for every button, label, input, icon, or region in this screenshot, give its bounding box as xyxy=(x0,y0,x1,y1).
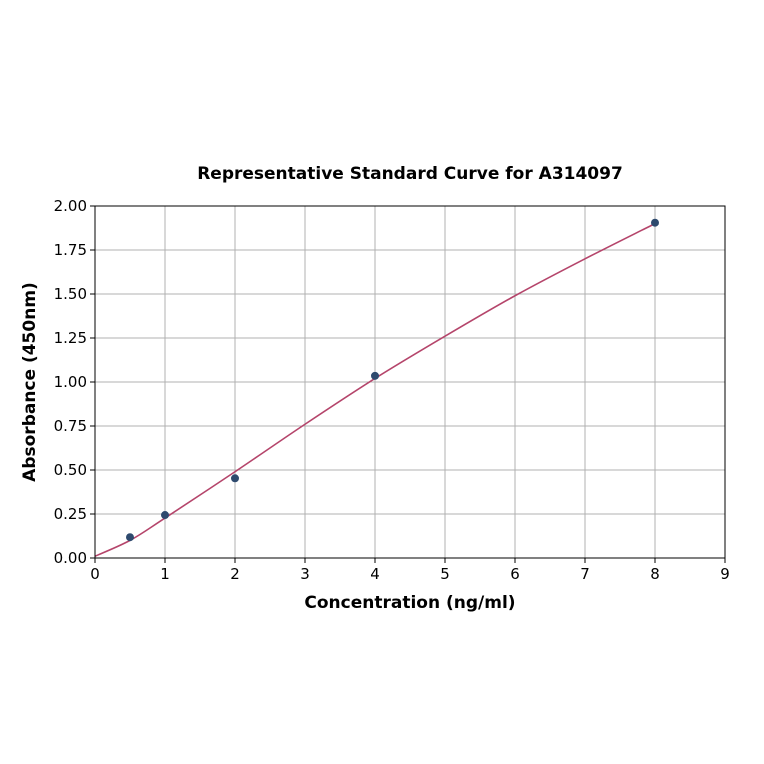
y-tick-label: 1.25 xyxy=(54,329,87,347)
y-tick-label: 0.50 xyxy=(54,461,87,479)
data-point xyxy=(231,474,239,483)
x-tick-label: 0 xyxy=(90,565,100,583)
data-point xyxy=(161,511,169,520)
x-tick-label: 1 xyxy=(160,565,170,583)
y-tick-label: 1.00 xyxy=(54,373,87,391)
y-tick-label: 2.00 xyxy=(54,197,87,215)
chart-title: Representative Standard Curve for A31409… xyxy=(197,164,623,184)
x-tick-label: 9 xyxy=(720,565,730,583)
y-tick-label: 1.75 xyxy=(54,241,87,259)
x-axis-label: Concentration (ng/ml) xyxy=(304,593,515,613)
x-tick-label: 5 xyxy=(440,565,450,583)
x-tick-label: 4 xyxy=(370,565,380,583)
x-tick-label: 2 xyxy=(230,565,240,583)
y-tick-label: 0.75 xyxy=(54,417,87,435)
y-tick-label: 0.00 xyxy=(54,549,87,567)
data-point xyxy=(126,533,134,542)
y-tick-label: 1.50 xyxy=(54,285,87,303)
data-points xyxy=(126,218,659,542)
y-axis-label: Absorbance (450nm) xyxy=(20,282,40,482)
x-tick-label: 6 xyxy=(510,565,520,583)
x-tick-label: 7 xyxy=(580,565,590,583)
y-ticks: 0.00 0.25 0.50 0.75 1.00 1.25 1.50 1.75 2.00 xyxy=(54,197,95,567)
x-tick-label: 3 xyxy=(300,565,310,583)
data-point xyxy=(651,218,659,227)
x-ticks: 0 1 2 3 4 5 6 7 8 9 xyxy=(90,558,730,583)
grid xyxy=(94,205,726,559)
data-point xyxy=(371,371,379,380)
y-tick-label: 0.25 xyxy=(54,505,87,523)
fit-curve xyxy=(94,222,656,557)
x-tick-label: 8 xyxy=(650,565,660,583)
